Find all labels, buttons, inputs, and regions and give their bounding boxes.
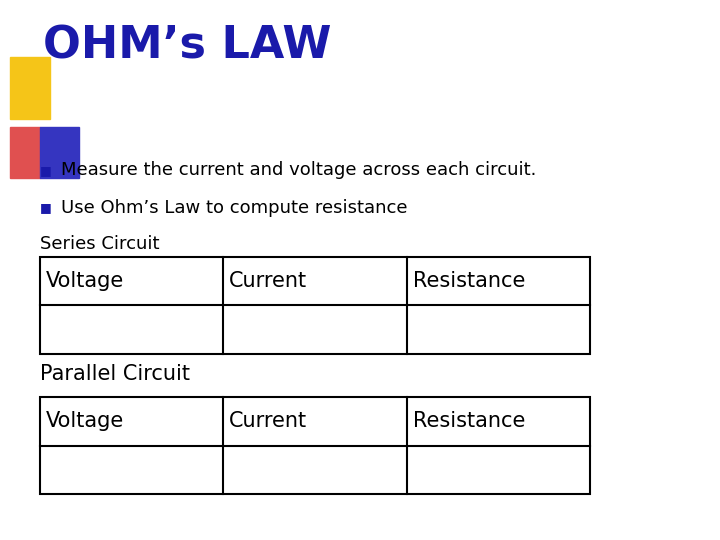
Bar	[40, 127, 79, 178]
Text: Series Circuit: Series Circuit	[40, 235, 159, 253]
Text: Resistance: Resistance	[413, 271, 525, 291]
Bar	[10, 127, 40, 178]
Text: Current: Current	[229, 411, 307, 431]
Text: Measure the current and voltage across each circuit.: Measure the current and voltage across e…	[61, 161, 536, 179]
Bar	[40, 397, 590, 494]
Bar	[10, 57, 50, 119]
Text: ■: ■	[40, 164, 51, 177]
Text: Parallel Circuit: Parallel Circuit	[40, 364, 189, 384]
Text: OHM’s LAW: OHM’s LAW	[43, 24, 332, 68]
Text: Voltage: Voltage	[45, 411, 124, 431]
Bar	[40, 256, 590, 354]
Text: Voltage: Voltage	[45, 271, 124, 291]
Text: Current: Current	[229, 271, 307, 291]
Text: ■: ■	[40, 201, 51, 214]
Text: Use Ohm’s Law to compute resistance: Use Ohm’s Law to compute resistance	[61, 199, 408, 217]
Text: Resistance: Resistance	[413, 411, 525, 431]
